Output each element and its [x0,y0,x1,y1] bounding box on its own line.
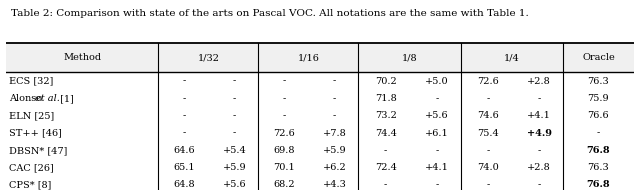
Text: Oracle: Oracle [582,53,615,62]
Text: 74.0: 74.0 [477,163,499,172]
Text: -: - [233,111,236,120]
Text: 1/4: 1/4 [504,53,520,62]
Text: 70.2: 70.2 [375,77,396,86]
Text: et al.: et al. [35,94,60,103]
Text: -: - [183,94,186,103]
Text: +5.6: +5.6 [425,111,449,120]
Text: 76.3: 76.3 [588,77,609,86]
Text: -: - [486,94,490,103]
Text: -: - [183,77,186,86]
Text: 76.3: 76.3 [588,163,609,172]
Text: +4.3: +4.3 [323,180,346,190]
Bar [6,142,634,159]
Text: -: - [233,77,236,86]
Text: 1/32: 1/32 [197,53,220,62]
Text: 74.4: 74.4 [374,129,397,137]
Text: 74.6: 74.6 [477,111,499,120]
Text: 69.8: 69.8 [274,146,295,155]
Bar [6,107,634,124]
Text: +5.4: +5.4 [223,146,246,155]
Text: ELN [25]: ELN [25] [9,111,54,120]
Text: -: - [538,146,541,155]
Text: +5.6: +5.6 [223,180,246,190]
Text: 68.2: 68.2 [273,180,295,190]
Text: -: - [435,94,438,103]
Bar [6,73,634,90]
Text: -: - [486,180,490,190]
Text: DBSN* [47]: DBSN* [47] [9,146,67,155]
Text: Table 2: Comparison with state of the arts on Pascal VOC. All notations are the : Table 2: Comparison with state of the ar… [12,8,529,17]
Text: 1/8: 1/8 [402,53,417,62]
Text: +5.9: +5.9 [323,146,346,155]
Text: -: - [333,77,336,86]
Text: -: - [538,94,541,103]
Text: +6.2: +6.2 [323,163,346,172]
Text: +7.8: +7.8 [323,129,346,137]
Text: -: - [333,111,336,120]
Text: 72.6: 72.6 [477,77,499,86]
Text: 76.8: 76.8 [587,146,610,155]
Text: -: - [283,94,286,103]
Text: -: - [384,180,387,190]
Text: 76.6: 76.6 [588,111,609,120]
Text: +4.9: +4.9 [527,129,552,137]
Bar [6,90,634,107]
Text: -: - [283,77,286,86]
Text: -: - [435,146,438,155]
Text: 70.1: 70.1 [273,163,295,172]
Text: -: - [183,129,186,137]
Text: -: - [435,180,438,190]
Bar [6,159,634,176]
Text: -: - [596,129,600,137]
Bar [6,176,634,192]
Text: +5.0: +5.0 [425,77,449,86]
Text: +4.1: +4.1 [425,163,449,172]
Text: +5.9: +5.9 [223,163,246,172]
Text: -: - [333,94,336,103]
Text: -: - [233,129,236,137]
Text: +2.8: +2.8 [527,163,551,172]
Text: -: - [384,146,387,155]
Text: -: - [538,180,541,190]
Text: 71.8: 71.8 [375,94,396,103]
Text: -: - [183,111,186,120]
Text: ECS [32]: ECS [32] [9,77,53,86]
Text: 72.6: 72.6 [273,129,295,137]
Text: 65.1: 65.1 [173,163,195,172]
Text: Method: Method [63,53,102,62]
Text: 75.9: 75.9 [588,94,609,103]
Text: 76.8: 76.8 [587,180,610,190]
Text: -: - [233,94,236,103]
Text: 64.8: 64.8 [173,180,195,190]
Text: [1]: [1] [58,94,74,103]
Text: -: - [486,146,490,155]
Text: CPS* [8]: CPS* [8] [9,180,51,190]
Bar [6,124,634,142]
Bar [6,43,634,73]
Text: 75.4: 75.4 [477,129,499,137]
Text: 64.6: 64.6 [173,146,195,155]
Text: +2.8: +2.8 [527,77,551,86]
Text: Alonso: Alonso [9,94,45,103]
Text: CAC [26]: CAC [26] [9,163,54,172]
Text: -: - [283,111,286,120]
Text: +6.1: +6.1 [425,129,449,137]
Text: 73.2: 73.2 [374,111,397,120]
Text: ST++ [46]: ST++ [46] [9,129,62,137]
Text: 72.4: 72.4 [374,163,397,172]
Text: 1/16: 1/16 [298,53,319,62]
Text: +4.1: +4.1 [527,111,551,120]
